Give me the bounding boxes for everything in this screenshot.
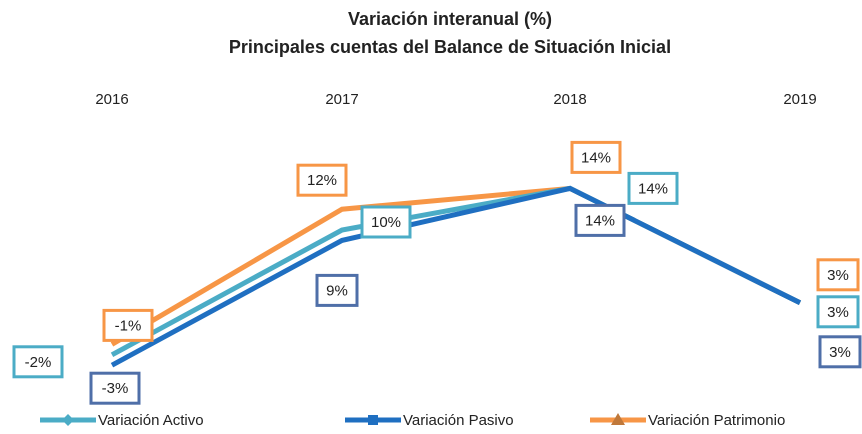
data-label: 12% (307, 172, 337, 189)
data-label: 3% (827, 304, 849, 321)
legend-label: Variación Pasivo (403, 412, 514, 429)
label-box (627, 171, 679, 205)
data-label: 3% (827, 267, 849, 284)
legend-marker (62, 414, 74, 426)
data-label: 14% (585, 212, 615, 229)
legend-marker (368, 415, 378, 425)
data-label: 10% (371, 214, 401, 231)
label-box (89, 371, 141, 405)
data-label: 14% (581, 149, 611, 166)
chart-title: Variación interanual (%) (348, 9, 552, 29)
data-label: 3% (829, 344, 851, 361)
label-box (296, 163, 348, 197)
label-box (570, 140, 622, 174)
line-series (110, 185, 802, 347)
x-tick-label: 2017 (325, 91, 358, 108)
legend-marker (611, 413, 625, 425)
data-label: -1% (115, 317, 142, 334)
x-tick-label: 2018 (553, 91, 586, 108)
label-box (574, 203, 626, 237)
label-box (102, 308, 154, 342)
label-box (12, 345, 64, 379)
chart-subtitle: Principales cuentas del Balance de Situa… (229, 37, 671, 57)
legend-label: Variación Activo (98, 412, 204, 429)
x-tick-label: 2016 (95, 91, 128, 108)
label-box (818, 335, 862, 369)
data-label: -2% (25, 354, 52, 371)
label-box (816, 258, 860, 292)
label-box (360, 205, 412, 239)
label-box (315, 273, 359, 307)
x-tick-label: 2019 (783, 91, 816, 108)
line-series (110, 185, 802, 368)
data-label: -3% (102, 380, 129, 397)
label-box (816, 295, 860, 329)
legend-label: Variación Patrimonio (648, 412, 785, 429)
data-label: 14% (638, 180, 668, 197)
data-label: 9% (326, 282, 348, 299)
